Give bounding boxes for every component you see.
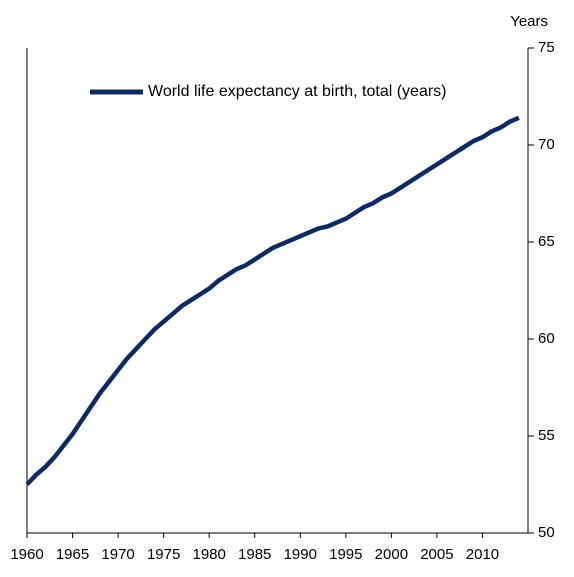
x-tick-label: 1960	[10, 546, 43, 563]
y-tick-label: 65	[538, 233, 555, 250]
x-tick-label: 2010	[466, 546, 499, 563]
y-tick-label: 60	[538, 330, 555, 347]
y-tick-label: 75	[538, 39, 555, 56]
x-tick-label: 1980	[192, 546, 225, 563]
x-tick-label: 1985	[238, 546, 271, 563]
x-tick-label: 1995	[329, 546, 362, 563]
data-line	[25, 115, 520, 487]
x-tick-label: 2005	[420, 546, 453, 563]
x-tick-label: 1970	[101, 546, 134, 563]
x-tick-label: 1990	[284, 546, 317, 563]
y-tick-label: 55	[538, 427, 555, 444]
y-tick-label: 50	[538, 524, 555, 541]
y-tick-label: 70	[538, 136, 555, 153]
x-tick-label: 1965	[56, 546, 89, 563]
legend-label: World life expectancy at birth, total (y…	[148, 83, 447, 100]
x-tick-label: 2000	[375, 546, 408, 563]
y-axis-label: Years	[510, 13, 548, 30]
x-tick-label: 1975	[147, 546, 180, 563]
